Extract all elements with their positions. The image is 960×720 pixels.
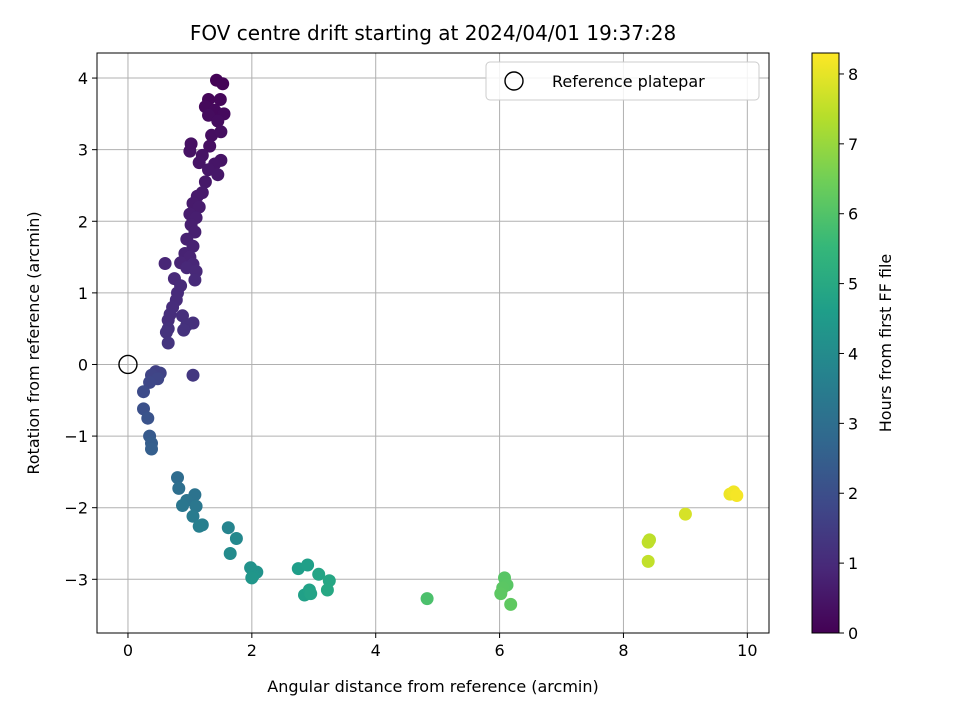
data-point — [145, 442, 158, 456]
data-point — [137, 385, 150, 399]
data-point — [171, 471, 184, 485]
data-point — [211, 114, 225, 128]
y-tick-label: 4 — [78, 69, 88, 88]
legend-label: Reference platepar — [552, 72, 705, 91]
legend-marker-icon — [504, 71, 524, 91]
data-point — [186, 509, 200, 523]
chart-title: FOV centre drift starting at 2024/04/01 … — [190, 21, 676, 45]
data-point — [504, 597, 518, 611]
y-tick-label: −3 — [64, 570, 88, 589]
data-point — [188, 273, 202, 287]
data-point — [213, 93, 227, 106]
data-point — [229, 532, 243, 545]
colorbar-tick-label: 2 — [848, 484, 858, 503]
y-tick-label: −1 — [64, 427, 88, 446]
colorbar-tick-label: 4 — [848, 344, 858, 363]
x-tick-label: 8 — [618, 641, 628, 660]
data-point — [177, 323, 191, 337]
data-point — [223, 547, 237, 560]
data-point — [245, 571, 259, 585]
y-tick-label: −2 — [64, 499, 88, 518]
data-point — [198, 175, 212, 189]
x-tick-label: 10 — [737, 641, 757, 660]
x-tick-label: 2 — [247, 641, 257, 660]
y-tick-label: 3 — [78, 141, 88, 160]
x-tick-label: 4 — [371, 641, 381, 660]
data-point — [304, 587, 318, 601]
data-point — [320, 583, 334, 597]
data-point — [141, 411, 155, 425]
data-point — [176, 499, 189, 512]
y-tick-label: 1 — [78, 284, 88, 303]
x-tick-label: 6 — [494, 641, 504, 660]
data-point — [494, 587, 508, 601]
colorbar-tick-label: 7 — [848, 135, 858, 154]
colorbar-tick-label: 8 — [848, 65, 858, 84]
data-points — [137, 73, 744, 611]
data-point — [214, 125, 228, 139]
data-point — [159, 325, 173, 339]
plot-frame — [96, 52, 770, 634]
legend: Reference platepar — [485, 61, 760, 101]
data-point — [202, 108, 215, 122]
x-axis-title: Angular distance from reference (arcmin) — [267, 677, 598, 696]
data-point — [158, 257, 172, 270]
y-axis-title: Rotation from reference (arcmin) — [24, 211, 43, 474]
data-point — [192, 156, 206, 170]
data-point — [730, 489, 744, 502]
data-point — [172, 481, 186, 495]
y-tick-label: 2 — [78, 212, 88, 231]
data-point — [216, 77, 230, 91]
colorbar-frame — [811, 52, 840, 634]
data-point — [192, 519, 206, 533]
data-point — [143, 375, 157, 389]
grid — [97, 53, 769, 633]
y-tick-label: 0 — [78, 355, 88, 374]
data-point — [211, 168, 225, 182]
data-point — [641, 535, 655, 549]
data-point — [186, 368, 200, 382]
colorbar-tick-label: 1 — [848, 554, 858, 573]
data-point — [678, 507, 692, 521]
data-point — [641, 554, 655, 568]
data-point — [161, 336, 175, 350]
colorbar-tick-label: 3 — [848, 414, 858, 433]
colorbar-title: Hours from first FF file — [876, 254, 895, 433]
data-point — [203, 139, 217, 153]
colorbar-ticks: 0 1 2 3 4 5 6 7 8 — [839, 65, 858, 643]
colorbar-tick-label: 6 — [848, 205, 858, 224]
colorbar-tick-label: 0 — [848, 624, 858, 643]
colorbar — [812, 53, 839, 633]
legend-box — [485, 61, 760, 101]
reference-point-marker — [118, 354, 138, 375]
x-tick-label: 0 — [123, 641, 133, 660]
data-point — [221, 521, 235, 535]
data-point — [192, 200, 206, 214]
data-point — [189, 499, 203, 513]
data-point — [183, 144, 197, 158]
data-point — [312, 567, 326, 581]
axis-ticks: 0 2 4 6 8 10 −3 −2 −1 0 1 2 3 4 — [64, 69, 757, 660]
data-point — [301, 558, 315, 572]
colorbar-tick-label: 5 — [848, 275, 858, 294]
data-point — [420, 592, 434, 606]
